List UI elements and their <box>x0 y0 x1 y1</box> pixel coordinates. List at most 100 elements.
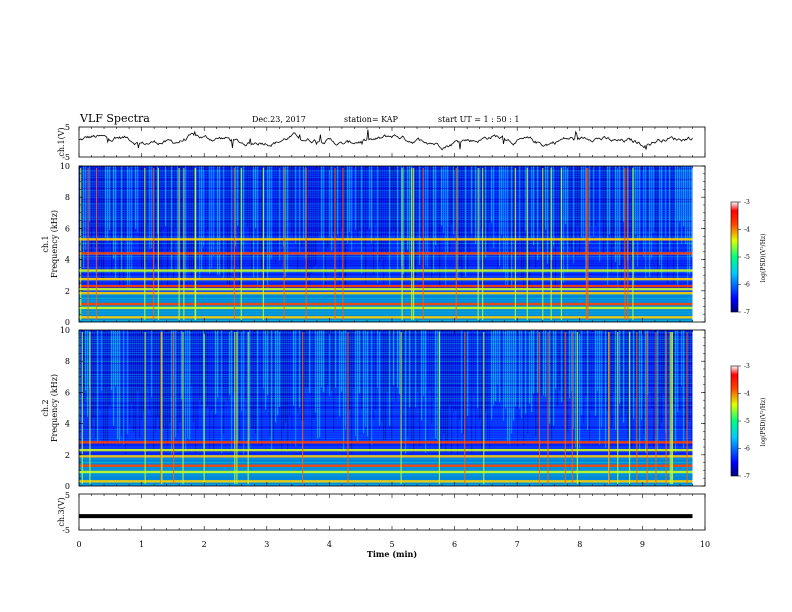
ch1-freq-label-b: Frequency (kHz) <box>50 210 59 278</box>
spectrogram-column <box>465 166 467 277</box>
spectrogram-row <box>79 243 693 244</box>
freq-tick-label: 10 <box>60 326 70 335</box>
freq-tick-label: 4 <box>65 420 70 429</box>
spectrogram-column <box>605 330 607 448</box>
spectrogram-column <box>645 330 647 453</box>
spectrogram-column <box>579 166 581 255</box>
spectrogram-column <box>379 330 381 426</box>
spectrogram-row <box>79 451 693 452</box>
x-tick-label: 8 <box>577 540 582 549</box>
spectrogram-column <box>419 330 421 446</box>
spectrogram-row <box>79 380 693 382</box>
spectrogram-column <box>265 330 267 410</box>
spectrogram-column <box>353 166 355 243</box>
spectrogram-column <box>321 166 323 241</box>
spectrogram-spike <box>161 332 163 484</box>
spectrogram-row <box>79 280 693 282</box>
spectrogram-column <box>193 166 195 270</box>
spectrogram-column <box>569 166 571 247</box>
spectrogram-column <box>353 330 355 390</box>
spectrogram-spike <box>576 332 578 484</box>
spectrogram-column <box>263 330 265 389</box>
freq-tick-label: 0 <box>65 482 70 491</box>
spectrogram-row <box>79 247 693 249</box>
spectrogram-column <box>227 166 229 284</box>
spectrogram-column <box>311 166 313 275</box>
spectrogram-row <box>79 347 693 349</box>
spectrogram-column <box>135 330 137 440</box>
spectrogram-column <box>459 166 461 267</box>
spectrogram-column <box>631 166 633 261</box>
spectrogram-row <box>79 181 693 183</box>
spectrogram-spike <box>482 168 484 320</box>
spectrogram-column <box>133 330 135 432</box>
spectrogram-column <box>593 330 595 411</box>
spectrogram-column <box>359 330 361 394</box>
spectrogram-column <box>357 166 359 239</box>
spectrogram-column <box>513 330 515 421</box>
spectrogram-column <box>237 330 239 443</box>
spectrogram-column <box>663 166 665 253</box>
spectrogram-column <box>355 166 357 231</box>
spectrogram-row <box>79 360 693 362</box>
spectrogram-column <box>121 166 123 272</box>
spectrogram-spike <box>547 332 549 484</box>
spectrogram-column <box>375 166 377 224</box>
spectrogram-column <box>549 166 551 272</box>
spectrogram-column <box>389 166 391 287</box>
spectrogram-column <box>503 330 505 421</box>
spectrogram-column <box>227 330 229 402</box>
spectrogram-row <box>79 210 693 211</box>
spectrogram-row <box>79 387 693 389</box>
ch1-v-label: ch.1(V) <box>57 127 66 156</box>
spectrogram-spike <box>608 332 610 484</box>
spectrogram-spike <box>587 168 589 320</box>
spectrogram-column <box>337 166 339 236</box>
spectrogram-column <box>405 166 407 279</box>
spectrogram-column <box>399 330 401 395</box>
spectrogram-column <box>273 166 275 261</box>
spectrogram-column <box>317 166 319 239</box>
spectrogram-column <box>167 166 169 287</box>
spectrogram-column <box>455 166 457 232</box>
colorbar-tick-label: -7 <box>744 309 750 316</box>
spectrogram-column <box>497 166 499 272</box>
spectrogram-row <box>79 349 693 351</box>
spectrogram-column <box>331 330 333 391</box>
spectrogram-column <box>581 330 583 416</box>
spectrogram-row <box>79 393 693 395</box>
spectrogram-spike <box>464 332 466 484</box>
spectrogram-spike <box>157 168 160 320</box>
spectrogram-column <box>411 330 413 441</box>
spectrogram-column <box>469 166 471 255</box>
spectrogram-column <box>253 330 255 429</box>
spectrogram-row <box>79 437 693 439</box>
spectrogram-column <box>119 166 121 287</box>
spectrogram-column <box>611 330 613 428</box>
spectrogram-column <box>443 330 445 434</box>
spectrogram-column <box>579 330 581 449</box>
spectrogram-spike <box>542 168 544 320</box>
spectrogram-column <box>667 166 669 284</box>
spectrogram-column <box>509 330 511 445</box>
freq-tick-label: 0 <box>65 318 70 327</box>
spectrogram-column <box>665 166 667 237</box>
spectrogram-column <box>585 166 587 280</box>
spectrogram-row <box>79 413 693 415</box>
spectrogram-column <box>563 166 565 283</box>
spectrogram-column <box>231 166 233 273</box>
spectrogram-column <box>599 166 601 262</box>
spectrogram-row <box>79 404 693 406</box>
spectrogram-row <box>79 343 693 345</box>
spectrogram-column <box>141 166 143 268</box>
spectrogram-spike <box>564 332 566 484</box>
spectrogram-column <box>265 166 267 279</box>
ch1-ytick-bottom: -5 <box>62 153 70 162</box>
spectrogram-column <box>85 330 87 391</box>
spectrogram-column <box>351 166 353 252</box>
spectrogram-column <box>329 166 331 237</box>
spectrogram-column <box>261 330 263 446</box>
spectrogram-column <box>651 330 653 408</box>
spectrogram-column <box>457 166 459 279</box>
spectrogram-row <box>79 336 693 338</box>
